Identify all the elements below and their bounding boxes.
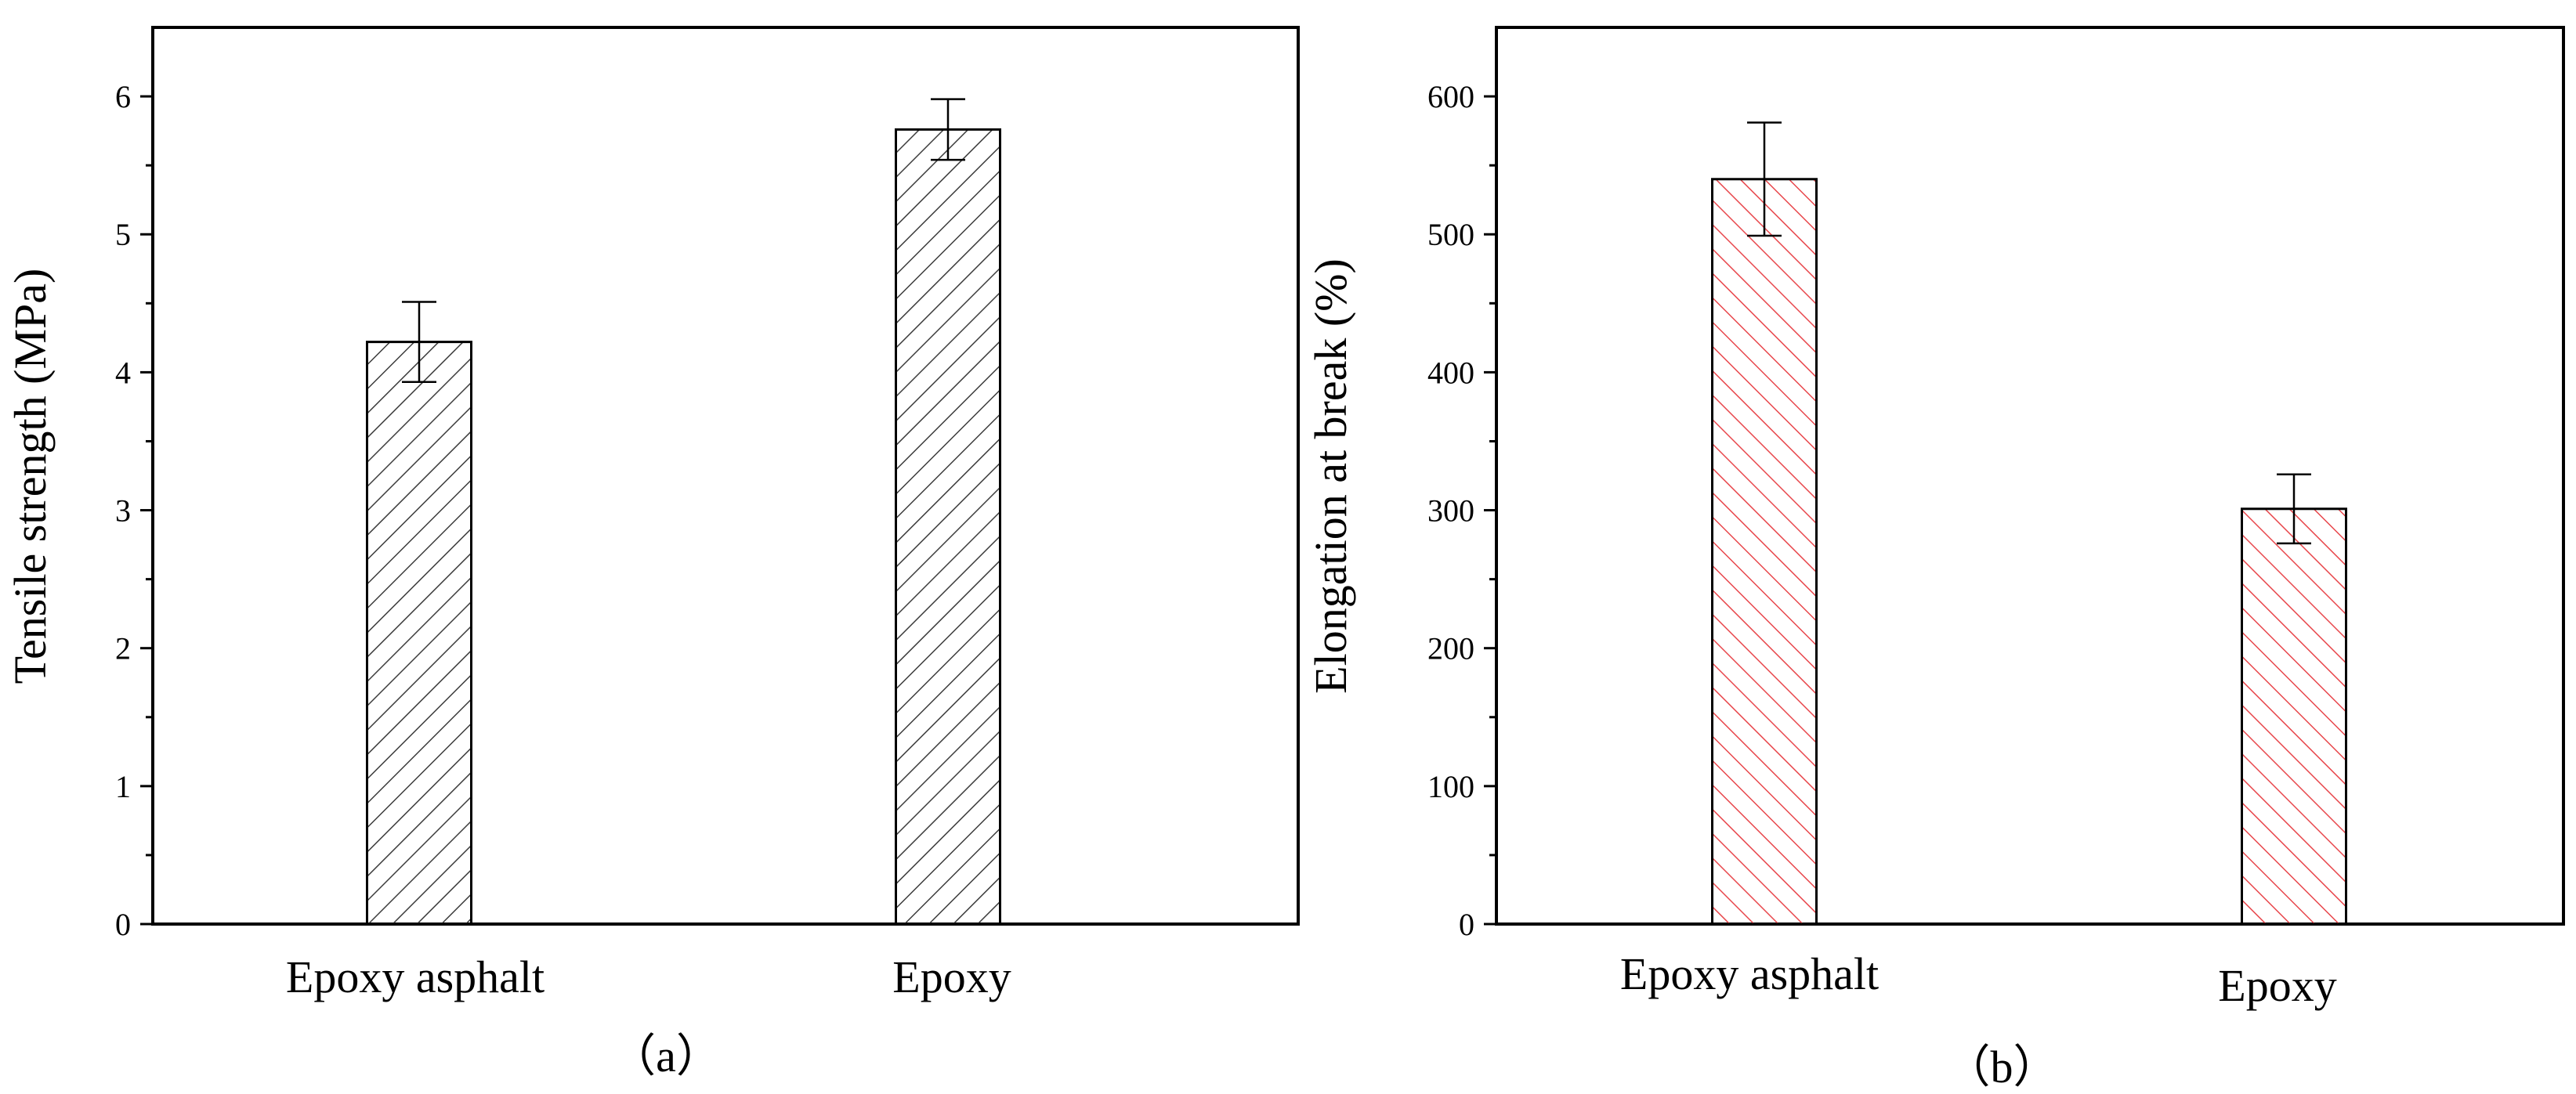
y-tick-label-b-1: 100 <box>1427 769 1474 804</box>
bar-b-1 <box>2241 507 2347 926</box>
bar-a-1 <box>895 128 1001 926</box>
bars-b <box>1711 121 2347 926</box>
error-bar-a-1 <box>931 98 965 161</box>
y-tick-label-a-3: 3 <box>115 493 131 529</box>
chart-b: 0 100 200 300 400 500 600 Elongation at break … <box>1305 26 2565 1092</box>
error-bar-b-0 <box>1747 121 1782 237</box>
panel-label-b: （b） <box>1945 1042 2058 1092</box>
y-tick-label-a-6: 6 <box>115 79 131 114</box>
y-tick-label-b-5: 500 <box>1427 217 1474 252</box>
y-tick-label-a-0: 0 <box>115 907 131 942</box>
y-ticks-b: 0 100 200 300 400 500 600 <box>1427 79 1496 942</box>
y-axis-label-a: Tensile strength (MPa) <box>5 269 56 684</box>
error-bar-a-0 <box>402 301 436 383</box>
y-tick-label-b-6: 600 <box>1427 79 1474 114</box>
y-tick-label-b-0: 0 <box>1459 907 1474 942</box>
bar-b-0 <box>1711 178 1818 926</box>
category-label-b-0: Epoxy asphalt <box>1620 948 1879 999</box>
chart-a: 0 1 2 3 4 5 6 Tensile strength (MPa) Epoxy asp… <box>5 26 1300 1081</box>
category-label-b-1: Epoxy <box>2218 960 2336 1011</box>
y-tick-label-a-1: 1 <box>115 769 131 804</box>
panel-label-a: （a） <box>610 1031 722 1081</box>
y-ticks-a: 0 1 2 3 4 5 6 <box>115 79 153 942</box>
y-tick-label-b-2: 200 <box>1427 631 1474 666</box>
category-label-a-0: Epoxy asphalt <box>286 951 545 1002</box>
bars-a <box>366 98 1001 926</box>
plot-frame-b <box>1495 26 2565 926</box>
bar-a-0 <box>366 341 472 926</box>
plot-frame-a <box>151 26 1300 926</box>
y-tick-label-a-2: 2 <box>115 631 131 666</box>
y-tick-label-b-3: 300 <box>1427 493 1474 529</box>
y-tick-label-a-5: 5 <box>115 217 131 252</box>
y-tick-label-b-4: 400 <box>1427 355 1474 390</box>
category-label-a-1: Epoxy <box>892 951 1011 1002</box>
y-axis-label-b: Elongation at break (%) <box>1305 258 1356 694</box>
y-tick-label-a-4: 4 <box>115 355 131 390</box>
error-bar-b-1 <box>2277 473 2311 545</box>
